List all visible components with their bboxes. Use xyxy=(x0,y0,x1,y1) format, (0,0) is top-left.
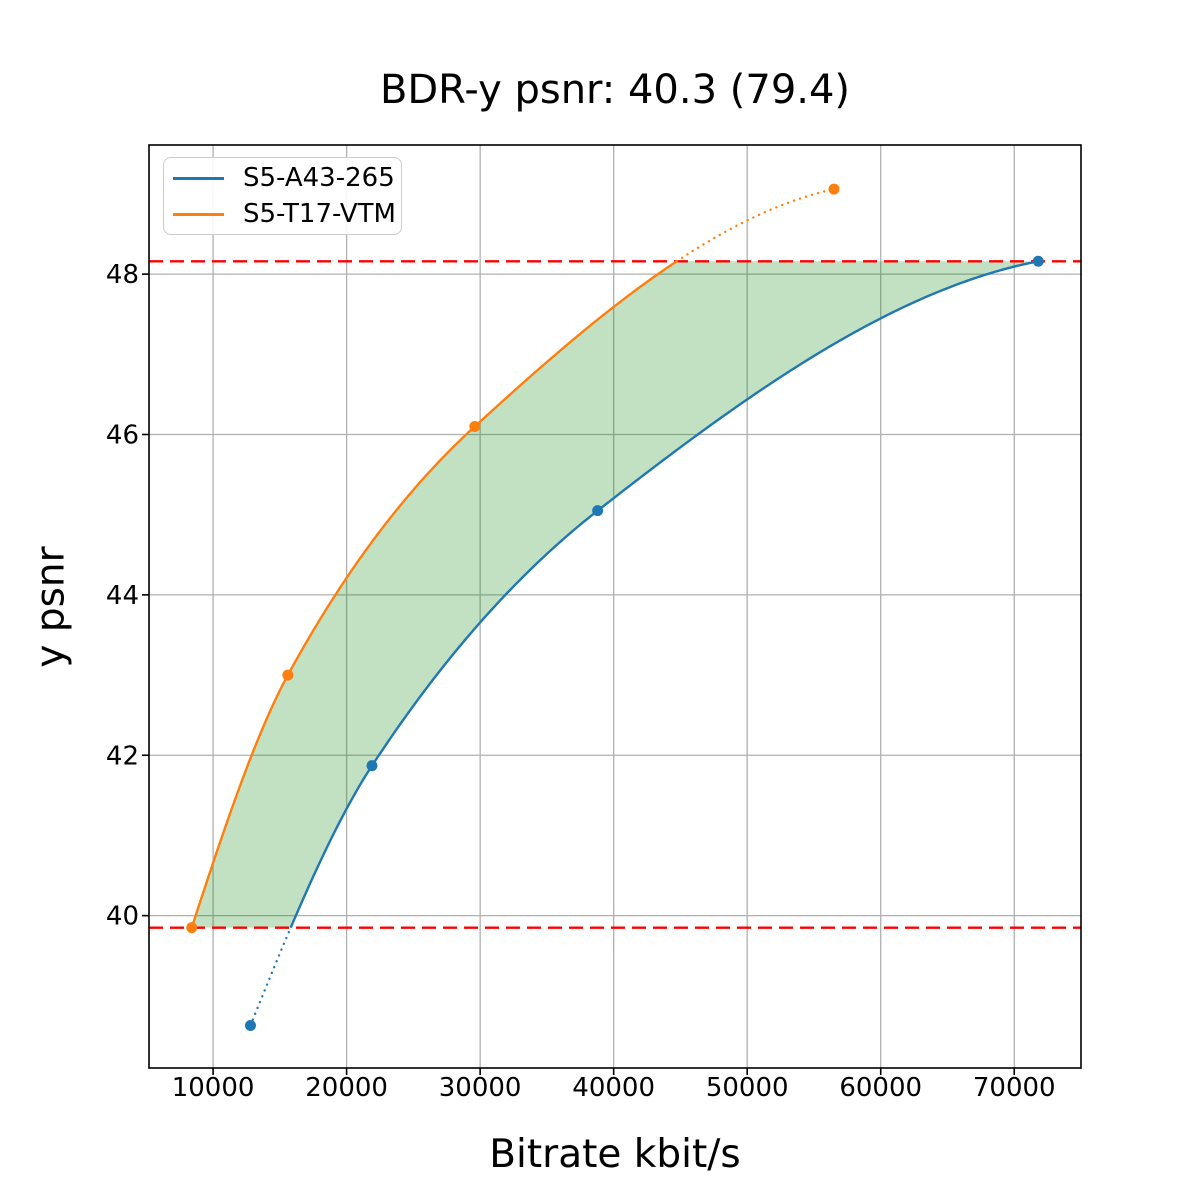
axis-tick-labels: 10000 20000 30000 40000 50000 60000 70000 40 42 4… xyxy=(106,260,1056,1103)
curve-dotted-extrapolation xyxy=(249,926,292,1027)
x-tick-label: 60000 xyxy=(839,1073,922,1103)
curve-solid xyxy=(190,260,678,929)
data-point-marker xyxy=(1032,255,1044,267)
legend-label-s5-t17-vtm: S5-T17-VTM xyxy=(243,199,396,229)
psnr-bound-reference-lines xyxy=(149,260,1081,929)
y-tick-label: 44 xyxy=(106,581,139,611)
x-tick-label: 30000 xyxy=(439,1073,522,1103)
data-point-marker xyxy=(366,760,378,772)
axis-ticks xyxy=(142,273,1016,1075)
legend: S5-A43-265 S5-T17-VTM xyxy=(163,157,402,235)
x-tick-label: 70000 xyxy=(973,1073,1056,1103)
curve-dotted-extrapolation xyxy=(675,187,836,263)
data-point-marker xyxy=(592,505,604,517)
plot-border xyxy=(148,144,1082,1069)
x-tick-label: 40000 xyxy=(572,1073,655,1103)
data-point-marker xyxy=(186,922,198,934)
y-tick-label: 48 xyxy=(106,260,139,290)
y-tick-label: 42 xyxy=(106,741,139,771)
legend-line-swatch-blue xyxy=(173,176,224,180)
x-tick-label: 20000 xyxy=(305,1073,388,1103)
curve-solid xyxy=(289,260,1039,929)
data-point-marker xyxy=(282,669,294,681)
y-tick-label: 46 xyxy=(106,420,139,450)
data-point-marker xyxy=(469,420,481,432)
x-tick-label: 10000 xyxy=(172,1073,255,1103)
y-axis-label: y psnr xyxy=(28,546,74,668)
legend-line-swatch-orange xyxy=(173,212,224,216)
legend-item-s5-a43-265: S5-A43-265 xyxy=(164,160,401,196)
legend-item-s5-t17-vtm: S5-T17-VTM xyxy=(164,196,401,232)
x-tick-label: 50000 xyxy=(706,1073,789,1103)
data-point-marker xyxy=(828,183,840,195)
x-axis-label: Bitrate kbit/s xyxy=(489,1132,741,1177)
bd-shaded-region xyxy=(191,261,1039,928)
chart-title: BDR-y psnr: 40.3 (79.4) xyxy=(379,67,851,113)
data-point-marker xyxy=(244,1019,256,1031)
gridlines xyxy=(149,145,1081,1068)
bd-area-fill xyxy=(191,261,1039,928)
series-curves xyxy=(186,183,1044,1031)
y-tick-label: 40 xyxy=(106,902,139,932)
legend-label-s5-a43-265: S5-A43-265 xyxy=(243,163,395,193)
